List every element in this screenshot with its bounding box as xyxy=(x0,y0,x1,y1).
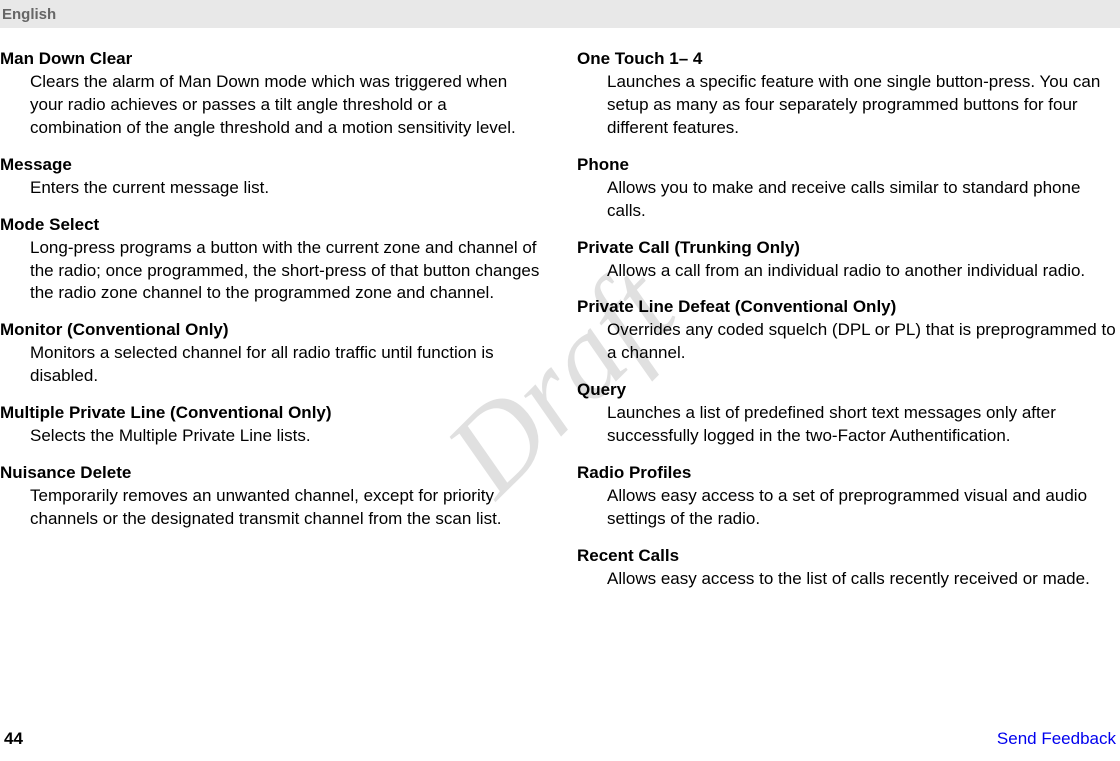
definition: Monitors a selected channel for all radi… xyxy=(0,342,543,388)
footer: 44 Send Feedback xyxy=(0,729,1120,749)
right-column: One Touch 1– 4 Launches a specific featu… xyxy=(557,48,1120,605)
definition-entry: Multiple Private Line (Conventional Only… xyxy=(0,402,543,448)
header-language: English xyxy=(2,6,56,23)
term: Radio Profiles xyxy=(577,462,1120,485)
definition: Allows easy access to the list of calls … xyxy=(577,568,1120,591)
definition-entry: One Touch 1– 4 Launches a specific featu… xyxy=(577,48,1120,140)
definition-entry: Nuisance Delete Temporarily removes an u… xyxy=(0,462,543,531)
definition-entry: Message Enters the current message list. xyxy=(0,154,543,200)
term: Query xyxy=(577,379,1120,402)
term: Monitor (Conventional Only) xyxy=(0,319,543,342)
term: Mode Select xyxy=(0,214,543,237)
definition: Enters the current message list. xyxy=(0,177,543,200)
definition-entry: Query Launches a list of predefined shor… xyxy=(577,379,1120,448)
definition-entry: Radio Profiles Allows easy access to a s… xyxy=(577,462,1120,531)
header-bar: English xyxy=(0,0,1120,28)
term: Nuisance Delete xyxy=(0,462,543,485)
definition: Temporarily removes an unwanted channel,… xyxy=(0,485,543,531)
term: Private Line Defeat (Conventional Only) xyxy=(577,296,1120,319)
definition: Selects the Multiple Private Line lists. xyxy=(0,425,543,448)
definition-entry: Mode Select Long-press programs a button… xyxy=(0,214,543,306)
term: One Touch 1– 4 xyxy=(577,48,1120,71)
left-column: Man Down Clear Clears the alarm of Man D… xyxy=(0,48,557,605)
term: Phone xyxy=(577,154,1120,177)
term: Message xyxy=(0,154,543,177)
definition: Allows a call from an individual radio t… xyxy=(577,260,1120,283)
definition: Launches a list of predefined short text… xyxy=(577,402,1120,448)
definition-entry: Private Call (Trunking Only) Allows a ca… xyxy=(577,237,1120,283)
term: Multiple Private Line (Conventional Only… xyxy=(0,402,543,425)
term: Recent Calls xyxy=(577,545,1120,568)
term: Man Down Clear xyxy=(0,48,543,71)
definition-entry: Private Line Defeat (Conventional Only) … xyxy=(577,296,1120,365)
content-area: Man Down Clear Clears the alarm of Man D… xyxy=(0,28,1120,605)
page-number: 44 xyxy=(4,729,23,749)
definition: Allows you to make and receive calls sim… xyxy=(577,177,1120,223)
definition: Long-press programs a button with the cu… xyxy=(0,237,543,306)
definition-entry: Monitor (Conventional Only) Monitors a s… xyxy=(0,319,543,388)
definition: Clears the alarm of Man Down mode which … xyxy=(0,71,543,140)
definition-entry: Man Down Clear Clears the alarm of Man D… xyxy=(0,48,543,140)
definition: Allows easy access to a set of preprogra… xyxy=(577,485,1120,531)
definition-entry: Phone Allows you to make and receive cal… xyxy=(577,154,1120,223)
definition: Overrides any coded squelch (DPL or PL) … xyxy=(577,319,1120,365)
definition-entry: Recent Calls Allows easy access to the l… xyxy=(577,545,1120,591)
definition: Launches a specific feature with one sin… xyxy=(577,71,1120,140)
send-feedback-link[interactable]: Send Feedback xyxy=(997,729,1116,749)
term: Private Call (Trunking Only) xyxy=(577,237,1120,260)
